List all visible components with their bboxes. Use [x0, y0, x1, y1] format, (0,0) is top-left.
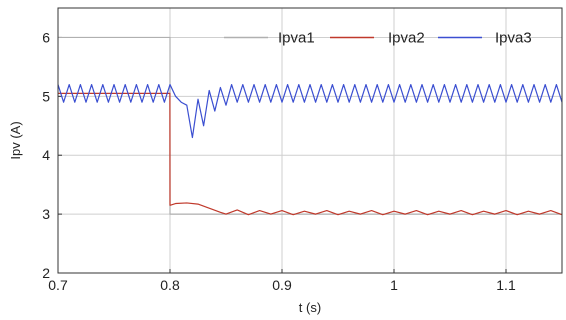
y-tick-label: 4	[42, 147, 50, 163]
x-tick-label: 0.9	[272, 277, 292, 293]
tick-labels: 0.7 0.8 0.9 1 1.1 2 3 4 5 6	[42, 29, 516, 293]
legend: Ipva1 Ipva2 Ipva3	[224, 29, 532, 46]
y-tick-label: 3	[42, 206, 50, 222]
y-tick-label: 5	[42, 88, 50, 104]
series-group	[57, 36, 563, 216]
y-tick-label: 6	[42, 29, 50, 45]
series-line-ipva3	[57, 83, 563, 139]
x-tick-label: 0.7	[48, 277, 68, 293]
legend-label-ipva2: Ipva2	[388, 29, 425, 46]
y-tick-label: 2	[42, 265, 50, 281]
plot-frame	[57, 7, 563, 274]
x-tick-label: 1.1	[496, 277, 516, 293]
legend-label-ipva1: Ipva1	[278, 29, 315, 46]
x-tick-label: 1	[390, 277, 398, 293]
series-line-ipva2	[58, 92, 563, 216]
y-axis-label: Ipv (A)	[8, 121, 23, 159]
x-axis-label: t (s)	[299, 300, 321, 315]
x-tick-label: 0.8	[160, 277, 180, 293]
legend-label-ipva3: Ipva3	[495, 29, 532, 46]
